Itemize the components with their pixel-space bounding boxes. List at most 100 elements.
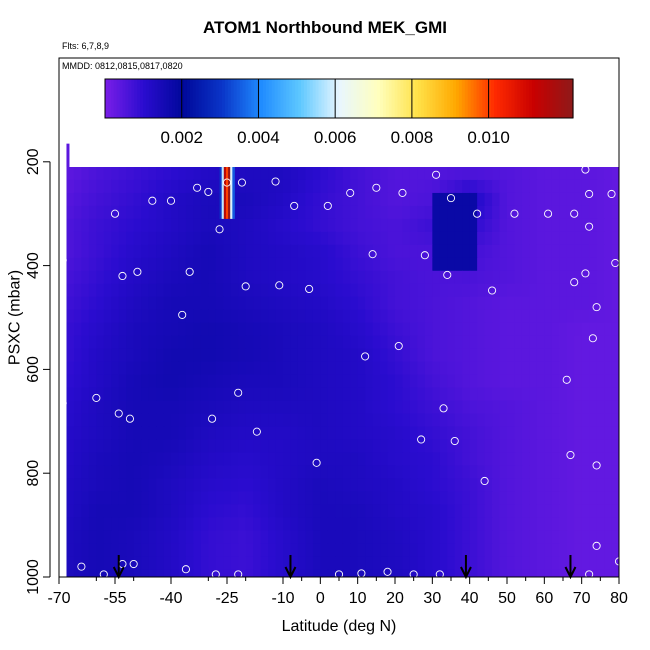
- heatmap-cell: [365, 504, 374, 518]
- colorbar-segment: [224, 79, 229, 118]
- heatmap-cell: [268, 309, 277, 324]
- heatmap-cell: [253, 491, 262, 505]
- heatmap-cell: [297, 270, 306, 285]
- heatmap-cell: [81, 231, 90, 246]
- heatmap-cell: [499, 244, 508, 259]
- observation-point: [394, 341, 403, 351]
- heatmap-cell: [417, 556, 426, 570]
- heatmap-cell: [305, 465, 314, 479]
- heatmap-cell: [477, 296, 486, 311]
- heatmap-cell: [290, 166, 299, 181]
- heatmap-cell: [499, 517, 508, 531]
- heatmap-cell: [185, 374, 194, 389]
- heatmap-cell: [589, 426, 598, 441]
- heatmap-cell: [499, 179, 508, 194]
- heatmap-cell: [141, 322, 150, 337]
- heatmap-cell: [447, 322, 456, 337]
- heatmap-cell: [357, 556, 366, 570]
- heatmap-cell: [208, 179, 217, 194]
- heatmap-cell: [559, 504, 568, 518]
- heatmap-cell: [126, 387, 135, 402]
- heatmap-cell: [559, 426, 568, 441]
- heatmap-cell: [499, 257, 508, 272]
- heatmap-cell: [66, 335, 75, 350]
- heatmap-cell: [283, 322, 292, 337]
- heatmap-cell: [103, 543, 112, 557]
- heatmap-cell: [402, 452, 411, 467]
- heatmap-cell: [200, 335, 209, 350]
- x-tick-label: 60: [535, 590, 553, 607]
- heatmap-cell: [111, 543, 120, 557]
- colorbar-segment: [499, 79, 504, 118]
- heatmap-cell: [507, 374, 516, 389]
- heatmap-cell: [290, 296, 299, 311]
- heatmap-cell: [275, 504, 284, 518]
- heatmap-cell: [357, 387, 366, 402]
- heatmap-cell: [178, 231, 187, 246]
- heatmap-cell: [245, 387, 254, 402]
- observation-point: [185, 267, 194, 276]
- heatmap-cell: [357, 543, 366, 557]
- heatmap-cell: [462, 387, 471, 402]
- heatmap-cell: [275, 491, 284, 505]
- heatmap-cell: [335, 257, 344, 272]
- heatmap-cell: [350, 374, 359, 389]
- heatmap-cell: [283, 348, 292, 363]
- heatmap-cell: [432, 192, 441, 207]
- heatmap-cell: [447, 257, 456, 272]
- heatmap-cell: [357, 231, 366, 246]
- heatmap-cell: [477, 426, 486, 441]
- colorbar-segment: [122, 79, 127, 118]
- heatmap-cell: [454, 179, 463, 194]
- observation-point: [439, 404, 448, 413]
- heatmap-cell: [215, 322, 224, 337]
- heatmap-cell: [230, 231, 239, 246]
- heatmap-cell: [589, 309, 598, 324]
- heatmap-cell: [193, 426, 202, 441]
- heatmap-cell: [312, 348, 321, 363]
- y-tick-label: 200: [25, 148, 42, 175]
- heatmap-cell: [193, 244, 202, 259]
- heatmap-cell: [156, 322, 165, 337]
- heatmap-cell: [544, 400, 553, 415]
- heatmap-cell: [409, 322, 418, 337]
- heatmap-cell: [454, 166, 463, 181]
- heatmap-cell: [402, 348, 411, 363]
- heatmap-cell: [402, 270, 411, 285]
- heatmap-cell: [492, 465, 501, 479]
- heatmap-cell: [596, 413, 605, 428]
- heatmap-cell: [200, 400, 209, 415]
- observation-point: [592, 303, 601, 312]
- heatmap-cell: [275, 465, 284, 479]
- heatmap-cell: [596, 517, 605, 531]
- heatmap-cell: [126, 452, 135, 467]
- heatmap-cell: [320, 374, 329, 389]
- colorbar-segment: [324, 79, 328, 118]
- heatmap-cell: [596, 387, 605, 402]
- heatmap-cell: [521, 530, 530, 544]
- heatmap-cell: [178, 478, 187, 492]
- heatmap-cell: [529, 322, 538, 337]
- heatmap-cell: [507, 361, 516, 376]
- heatmap-cell: [208, 231, 217, 246]
- heatmap-cell: [171, 517, 180, 531]
- heatmap-cell: [477, 179, 486, 194]
- heatmap-cell: [395, 218, 404, 233]
- heatmap-cell: [268, 491, 277, 505]
- heatmap-cell: [380, 322, 389, 337]
- heatmap-cell: [312, 205, 321, 220]
- heatmap-cell: [350, 504, 359, 518]
- heatmap-cell: [350, 491, 359, 505]
- heatmap-cell: [111, 179, 120, 194]
- heatmap-cell: [402, 322, 411, 337]
- heatmap-cell: [514, 166, 523, 181]
- heatmap-cell: [320, 257, 329, 272]
- heatmap-cell: [253, 348, 262, 363]
- heatmap-cell: [238, 556, 247, 570]
- heatmap-cell: [215, 335, 224, 350]
- colorbar: 0.002 0.004 0.006 0.008 0.010: [104, 78, 574, 147]
- heatmap-cell: [283, 387, 292, 402]
- heatmap-cell: [521, 387, 530, 402]
- heatmap-cell: [148, 517, 157, 531]
- heatmap-cell: [320, 244, 329, 259]
